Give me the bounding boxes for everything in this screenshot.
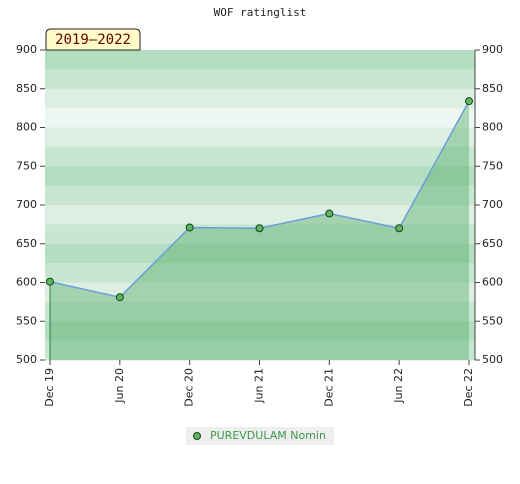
y-tick-label: 500: [16, 353, 37, 366]
background-stripe: [45, 224, 475, 245]
y-tick-label: 800: [16, 121, 37, 134]
x-tick-label: Jun 21: [253, 368, 266, 404]
background-stripe: [45, 205, 475, 225]
y2-tick-label: 650: [482, 237, 503, 250]
y-tick-label: 550: [16, 314, 37, 327]
marker: [115, 293, 124, 302]
y2-tick-label: 700: [482, 198, 503, 211]
background-stripe: [45, 88, 475, 109]
background-stripe: [45, 69, 475, 90]
marker: [395, 224, 404, 233]
marker: [465, 97, 473, 106]
y-tick-label: 900: [16, 43, 37, 56]
background-stripe: [45, 301, 475, 322]
y-tick-label: 600: [16, 276, 37, 289]
marker: [325, 209, 334, 218]
annotation: 2019–2022: [45, 28, 141, 51]
background-stripe: [45, 340, 475, 361]
y-tick-label: 650: [16, 237, 37, 250]
background-stripe: [45, 185, 475, 206]
x-tick-label: Jun 22: [392, 368, 405, 404]
background-stripe: [45, 127, 475, 148]
marker: [46, 277, 54, 286]
y2-tick-label: 850: [482, 82, 503, 95]
background-stripe: [45, 146, 475, 167]
y2-tick-label: 600: [482, 276, 503, 289]
y2-tick-label: 500: [482, 353, 503, 366]
legend-marker: [193, 432, 201, 440]
y2-tick-label: 550: [482, 314, 503, 327]
y2-tick-label: 900: [482, 43, 503, 56]
marker: [185, 223, 194, 232]
y2-tick-label: 800: [482, 121, 503, 134]
x-tick-label: Dec 20: [183, 368, 196, 407]
background-stripe: [45, 50, 475, 70]
y2-tick-label: 750: [482, 159, 503, 172]
background-stripe: [45, 263, 475, 283]
legend-label: PUREVDULAM Nomin: [210, 429, 326, 442]
y-tick-label: 700: [16, 198, 37, 211]
legend-box: [186, 427, 334, 445]
background-stripe: [45, 282, 475, 303]
x-tick-label: Dec 19: [43, 368, 56, 407]
y-tick-label: 750: [16, 159, 37, 172]
y-tick-label: 850: [16, 82, 37, 95]
x-tick-label: Dec 21: [322, 368, 335, 407]
background-stripe: [45, 108, 475, 128]
annotation-text: 2019–2022: [55, 32, 131, 48]
background-stripe: [45, 243, 475, 264]
chart-title: WOF ratinglist: [214, 6, 307, 19]
annotation-box: [45, 28, 141, 51]
x-tick-label: Dec 22: [462, 368, 475, 407]
x-tick-label: Jun 20: [113, 368, 126, 404]
background-stripe: [45, 321, 475, 342]
background-stripe: [45, 166, 475, 187]
marker: [255, 224, 264, 233]
